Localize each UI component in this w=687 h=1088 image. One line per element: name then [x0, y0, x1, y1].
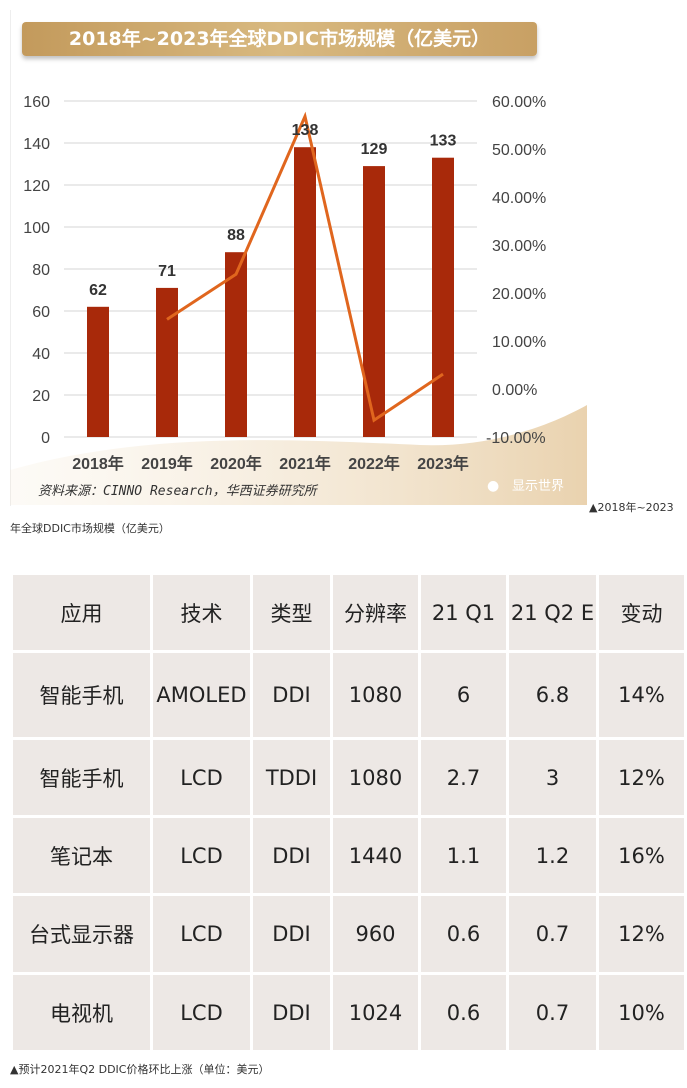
bar-value-label: 129	[361, 141, 388, 158]
table-cell: LCD	[150, 815, 253, 896]
table-row: 智能手机 AMOLED DDI 1080 6 6.8 14%	[10, 650, 687, 740]
table-cell: 0.6	[418, 893, 509, 975]
header-cell: 应用	[10, 572, 153, 653]
table-cell: 1080	[330, 650, 421, 740]
table-cell: 16%	[596, 815, 687, 896]
y-tick-label: 80	[32, 262, 50, 279]
y-tick-label: 40	[32, 346, 50, 363]
table-cell: DDI	[250, 972, 333, 1053]
bar-value-label: 62	[89, 282, 107, 299]
table-cell: 智能手机	[10, 737, 153, 818]
table-header-row: 应用 技术 类型 分辨率 21 Q1 21 Q2 E 变动	[10, 572, 687, 653]
x-category-label: 2023年	[417, 454, 469, 473]
table-cell: DDI	[250, 650, 333, 740]
bar-value-label: 133	[430, 133, 457, 150]
bar	[156, 287, 178, 437]
figure-caption-1-cont: 年全球DDIC市场规模（亿美元）	[10, 522, 170, 535]
table-cell: 笔记本	[10, 815, 153, 896]
y2-tick-label: 40.00%	[492, 190, 546, 207]
bar	[432, 157, 454, 437]
table-row: 笔记本 LCD DDI 1440 1.1 1.2 16%	[10, 815, 687, 896]
y-tick-label: 60	[32, 304, 50, 321]
y2-tick-label: 30.00%	[492, 238, 546, 255]
bar	[294, 147, 316, 437]
table-cell: 0.6	[418, 972, 509, 1053]
table-cell: 14%	[596, 650, 687, 740]
market-size-chart: 0 20 40 60 80 100 120 140 160 -10.00% 0.00% 10.00% 2…	[10, 94, 587, 505]
x-category-label: 2018年	[72, 454, 124, 473]
header-cell: 技术	[150, 572, 253, 653]
bar-value-label: 88	[227, 227, 245, 244]
header-cell: 变动	[596, 572, 687, 653]
table-cell: 6	[418, 650, 509, 740]
y-tick-label: 160	[23, 94, 50, 111]
table-cell: 电视机	[10, 972, 153, 1053]
table-cell: 1440	[330, 815, 421, 896]
table-cell: TDDI	[250, 737, 333, 818]
table-cell: 1024	[330, 972, 421, 1053]
watermark: 显示世界	[512, 479, 564, 494]
table-row: 智能手机 LCD TDDI 1080 2.7 3 12%	[10, 737, 687, 818]
table-cell: DDI	[250, 893, 333, 975]
decorative-wave	[10, 405, 587, 505]
header-cell: 分辨率	[330, 572, 421, 653]
y2-tick-label: 50.00%	[492, 142, 546, 159]
bar-value-label: 138	[292, 122, 319, 139]
table-cell: 1080	[330, 737, 421, 818]
source-note: 资料来源：CINNO Research，华西证券研究所	[38, 483, 319, 499]
table-cell: 6.8	[506, 650, 599, 740]
wechat-icon: ●	[487, 478, 499, 494]
header-cell: 类型	[250, 572, 333, 653]
bar-value-label: 71	[158, 263, 176, 280]
table-cell: 1.1	[418, 815, 509, 896]
table-cell: 12%	[596, 737, 687, 818]
y2-tick-label: 60.00%	[492, 94, 546, 111]
x-category-label: 2022年	[348, 454, 400, 473]
table-cell: 0.7	[506, 893, 599, 975]
ddic-price-table: 应用 技术 类型 分辨率 21 Q1 21 Q2 E 变动 智能手机 AMOLED…	[10, 572, 687, 1053]
table-cell: 10%	[596, 972, 687, 1053]
table-cell: LCD	[150, 893, 253, 975]
bar	[87, 306, 109, 437]
table-cell: 台式显示器	[10, 893, 153, 975]
chart-title-banner: 2018年~2023年全球DDIC市场规模（亿美元）	[22, 22, 537, 56]
header-cell: 21 Q2 E	[506, 572, 599, 653]
x-category-label: 2021年	[279, 454, 331, 473]
table-cell: 960	[330, 893, 421, 975]
y2-tick-label: 0.00%	[492, 382, 537, 399]
bar	[363, 166, 385, 437]
table-cell: 12%	[596, 893, 687, 975]
x-category-label: 2020年	[210, 454, 262, 473]
y-tick-label: 100	[23, 220, 50, 237]
table-cell: 2.7	[418, 737, 509, 818]
y-tick-label: 20	[32, 388, 50, 405]
table-cell: 0.7	[506, 972, 599, 1053]
table-row: 台式显示器 LCD DDI 960 0.6 0.7 12%	[10, 893, 687, 975]
table-cell: 1.2	[506, 815, 599, 896]
bar	[225, 252, 247, 437]
y-tick-label: 0	[41, 430, 50, 447]
header-cell: 21 Q1	[418, 572, 509, 653]
y2-tick-label: -10.00%	[486, 430, 546, 447]
table-cell: LCD	[150, 737, 253, 818]
y-tick-label: 140	[23, 136, 50, 153]
table-row: 电视机 LCD DDI 1024 0.6 0.7 10%	[10, 972, 687, 1053]
figure-caption-2: ▲预计2021年Q2 DDIC价格环比上涨（单位：美元）	[10, 1063, 270, 1076]
table-cell: 3	[506, 737, 599, 818]
table-cell: 智能手机	[10, 650, 153, 740]
y-tick-label: 120	[23, 178, 50, 195]
y2-tick-label: 20.00%	[492, 286, 546, 303]
table-cell: DDI	[250, 815, 333, 896]
x-category-label: 2019年	[141, 454, 193, 473]
figure-caption-1: ▲2018年~2023	[589, 501, 674, 514]
table-cell: AMOLED	[150, 650, 253, 740]
table-cell: LCD	[150, 972, 253, 1053]
y2-tick-label: 10.00%	[492, 334, 546, 351]
